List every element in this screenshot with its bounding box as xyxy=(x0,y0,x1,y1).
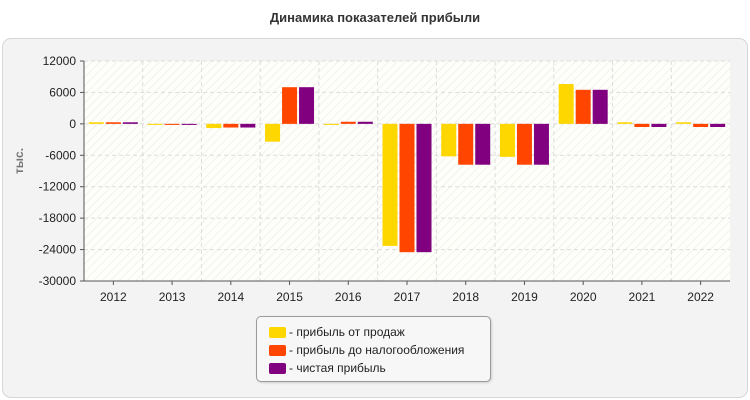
x-tick-label: 2019 xyxy=(511,290,538,304)
x-tick-label: 2015 xyxy=(276,290,303,304)
legend: - прибыль от продаж - прибыль до налогоо… xyxy=(256,316,491,382)
x-tick-label: 2014 xyxy=(217,290,244,304)
bar xyxy=(499,123,515,157)
legend-label-sales-profit: - прибыль от продаж xyxy=(289,325,405,339)
legend-item-pretax-profit: - прибыль до налогообложения xyxy=(269,342,464,358)
y-tick-label: 0 xyxy=(69,117,76,131)
bar xyxy=(206,123,222,129)
x-tick-label: 2020 xyxy=(570,290,597,304)
y-tick-label: 6000 xyxy=(49,85,76,99)
y-tick-label: -12000 xyxy=(39,180,77,194)
bar xyxy=(693,123,709,127)
bars-layer xyxy=(88,84,726,253)
bar xyxy=(617,122,633,124)
x-tick-label: 2021 xyxy=(629,290,656,304)
x-tick-label: 2018 xyxy=(452,290,479,304)
bar xyxy=(323,123,339,125)
legend-item-net-profit: - чистая прибыль xyxy=(269,360,386,376)
bar xyxy=(164,123,180,125)
bar xyxy=(357,121,373,124)
bar xyxy=(676,122,692,124)
bar xyxy=(223,123,239,128)
bar xyxy=(399,123,415,253)
x-tick-label: 2013 xyxy=(159,290,186,304)
bar xyxy=(516,123,532,165)
x-tick-label: 2022 xyxy=(687,290,714,304)
bar xyxy=(105,122,121,124)
bar xyxy=(558,84,574,124)
y-axis-label: тыс. xyxy=(12,148,26,174)
bar xyxy=(710,123,726,127)
bar xyxy=(299,87,315,124)
bar xyxy=(122,122,138,124)
legend-label-net-profit: - чистая прибыль xyxy=(289,361,386,375)
bar xyxy=(240,123,256,128)
x-tick-label: 2017 xyxy=(394,290,421,304)
bar xyxy=(147,123,163,125)
legend-swatch-pretax-profit xyxy=(269,344,286,356)
legend-swatch-sales-profit xyxy=(269,326,286,338)
bar xyxy=(441,123,457,157)
bar xyxy=(416,123,432,253)
bar xyxy=(475,123,491,165)
bar xyxy=(282,87,298,124)
bar xyxy=(458,123,474,165)
y-tick-label: -6000 xyxy=(45,148,76,162)
legend-swatch-net-profit xyxy=(269,362,286,374)
x-tick-label: 2016 xyxy=(335,290,362,304)
bar xyxy=(592,89,608,124)
legend-label-pretax-profit: - прибыль до налогообложения xyxy=(289,343,465,357)
bar xyxy=(575,89,591,124)
y-tick-label: -18000 xyxy=(39,211,77,225)
bar xyxy=(340,121,356,124)
bar xyxy=(651,123,667,127)
y-tick-label: 12000 xyxy=(43,54,77,68)
bar xyxy=(88,122,104,124)
y-tick-label: -24000 xyxy=(39,243,77,257)
chart-title: Динамика показателей прибыли xyxy=(269,10,481,25)
bar xyxy=(181,123,197,125)
x-tick-label: 2012 xyxy=(100,290,127,304)
axes: 12000 6000 0 -6000 -12000 -18000 -24000 -30000 2… xyxy=(39,54,730,304)
bar xyxy=(382,123,398,246)
legend-item-sales-profit: - прибыль от продаж xyxy=(269,324,405,340)
bar xyxy=(265,123,281,142)
bar xyxy=(634,123,650,127)
bar xyxy=(533,123,549,165)
y-tick-label: -30000 xyxy=(39,274,77,288)
